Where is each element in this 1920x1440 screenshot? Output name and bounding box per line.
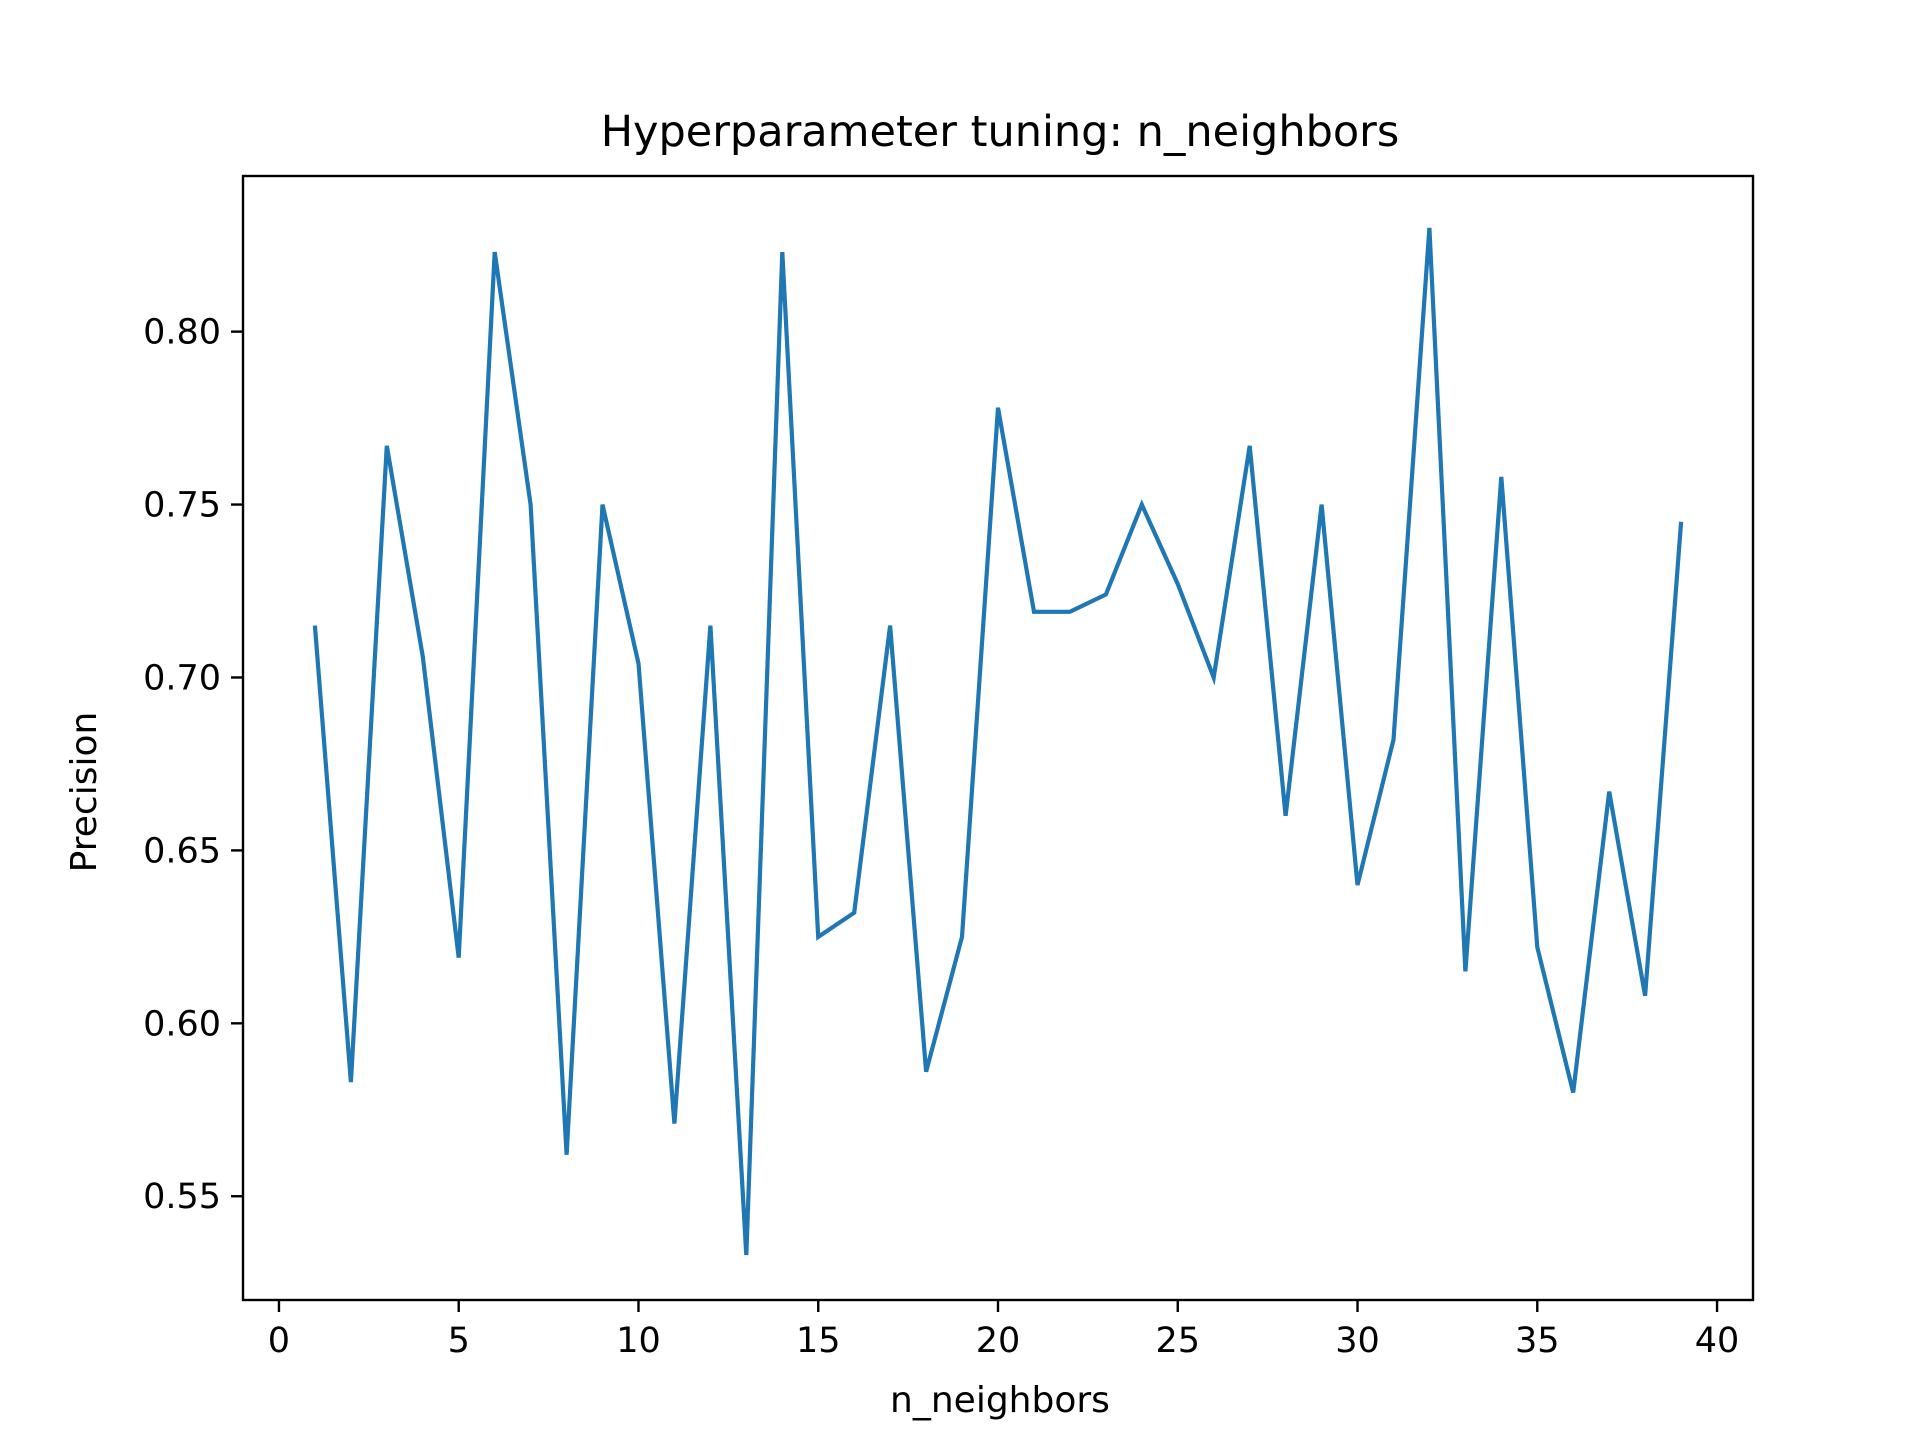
x-tick-label-20: 20 — [976, 1321, 1021, 1361]
x-tick-label-0: 0 — [268, 1321, 290, 1361]
x-tick-label-30: 30 — [1335, 1321, 1380, 1361]
series-line — [312, 227, 1684, 1256]
y-axis-label: Precision — [64, 712, 105, 873]
y-tick-label-0.60: 0.60 — [143, 1004, 221, 1044]
x-tick-label-40: 40 — [1695, 1321, 1740, 1361]
x-tick-label-15: 15 — [796, 1321, 841, 1361]
x-tick-label-10: 10 — [616, 1321, 661, 1361]
y-tick-label-0.75: 0.75 — [143, 486, 221, 526]
x-axis-label: n_neighbors — [890, 1380, 1110, 1421]
plot-area: 0 5 10 15 20 25 30 35 40 0.55 0.60 0.65 0.70 0.75 0.80 — [143, 174, 1755, 1361]
chart-title: Hyperparameter tuning: n_neighbors — [601, 107, 1400, 157]
y-tick-label-0.70: 0.70 — [143, 658, 221, 698]
x-tick-label-5: 5 — [448, 1321, 470, 1361]
y-tick-label-0.65: 0.65 — [143, 831, 221, 871]
y-tick-label-0.55: 0.55 — [143, 1177, 221, 1217]
x-tick-label-25: 25 — [1155, 1321, 1200, 1361]
x-tick-label-35: 35 — [1515, 1321, 1560, 1361]
y-tick-label-0.80: 0.80 — [143, 313, 221, 353]
